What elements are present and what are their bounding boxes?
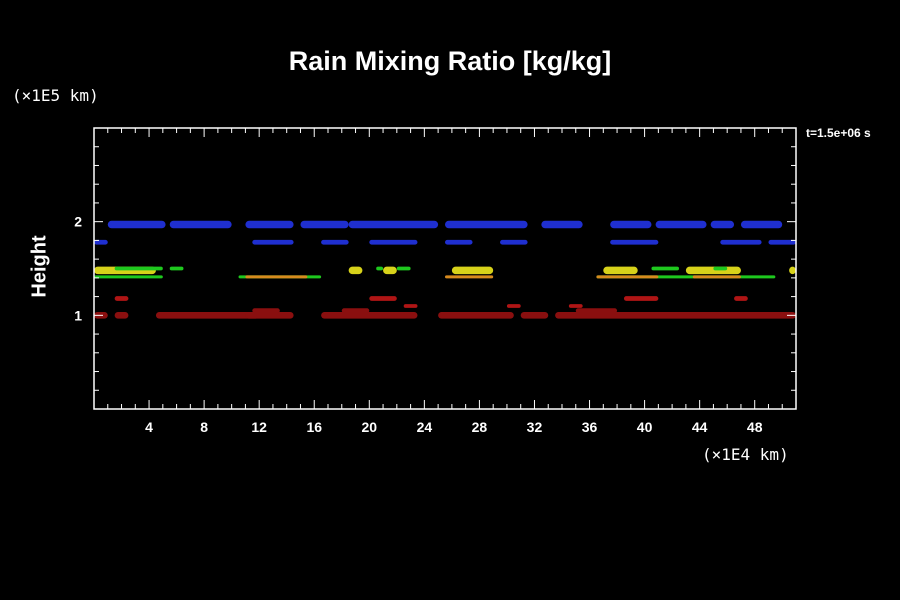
band-segment-red — [369, 296, 397, 301]
band-segment-yellow — [789, 266, 796, 275]
y-tick-label: 1 — [74, 307, 82, 323]
band-segment-blue — [740, 220, 783, 229]
band-segment-blue — [500, 239, 528, 245]
band-segment-dark_red — [245, 312, 294, 319]
band-segment-blue — [541, 220, 583, 229]
band-segment-orange — [596, 275, 659, 279]
x-tick-label: 8 — [200, 419, 208, 435]
band-segment-dark_red — [520, 312, 549, 319]
band-segment-yellow — [383, 266, 397, 275]
band-segment-orange — [445, 275, 494, 279]
band-segment-yellow — [685, 266, 741, 275]
band-segment-green — [94, 275, 163, 279]
x-tick-label: 16 — [306, 419, 322, 435]
band-segment-red — [568, 304, 583, 308]
band-segment-dark_red — [438, 312, 514, 319]
band-segment-dark_red — [575, 308, 618, 313]
x-tick-label: 20 — [362, 419, 378, 435]
band-segment-blue — [768, 239, 796, 245]
band-segment-yellow — [603, 266, 638, 275]
y-axis-unit: (×1E5 km) — [12, 86, 99, 105]
band-segment-blue — [348, 220, 439, 229]
band-segment-blue — [94, 239, 108, 245]
band-segment-red — [403, 304, 418, 308]
x-axis-unit: (×1E4 km) — [702, 445, 789, 464]
band-segment-dark_red — [252, 308, 280, 313]
data-layer — [94, 220, 796, 319]
band-segment-dark_red — [114, 312, 129, 319]
x-tick-label: 28 — [472, 419, 488, 435]
band-segment-orange — [245, 275, 308, 279]
band-segment-blue — [245, 220, 294, 229]
band-segment-dark_red — [321, 312, 418, 319]
x-tick-label: 44 — [692, 419, 708, 435]
band-segment-blue — [655, 220, 707, 229]
band-segment-blue — [445, 239, 473, 245]
band-segment-blue — [169, 220, 232, 229]
band-segment-blue — [710, 220, 735, 229]
band-segment-dark_red — [555, 312, 796, 319]
axis-ticks — [94, 128, 796, 409]
band-segment-blue — [107, 220, 166, 229]
band-segment-green — [396, 266, 411, 271]
x-tick-label: 24 — [417, 419, 433, 435]
band-segment-green — [713, 266, 728, 271]
x-tick-label: 32 — [527, 419, 543, 435]
band-segment-orange — [692, 275, 741, 279]
band-segment-dark_red — [341, 308, 370, 313]
band-segment-green — [169, 266, 184, 271]
band-segment-green — [114, 266, 163, 271]
band-segment-blue — [610, 239, 659, 245]
band-segment-red — [734, 296, 748, 301]
plot-frame — [93, 127, 797, 410]
band-segment-green — [376, 266, 384, 271]
x-tick-label: 36 — [582, 419, 598, 435]
chart-title: Rain Mixing Ratio [kg/kg] — [288, 46, 612, 76]
timestamp-label: t=1.5e+06 s — [806, 126, 871, 140]
band-segment-red — [114, 296, 129, 301]
x-tick-label: 12 — [251, 419, 267, 435]
y-tick-label: 2 — [74, 214, 82, 230]
band-segment-yellow — [348, 266, 363, 275]
band-segment-blue — [610, 220, 652, 229]
band-segment-dark_red — [155, 312, 260, 319]
x-tick-label: 48 — [747, 419, 763, 435]
band-segment-green — [651, 266, 679, 271]
x-tick-label: 4 — [145, 419, 153, 435]
band-segment-yellow — [451, 266, 494, 275]
band-segment-blue — [720, 239, 762, 245]
band-segment-blue — [300, 220, 349, 229]
band-segment-blue — [321, 239, 349, 245]
band-segment-blue — [445, 220, 528, 229]
x-tick-label: 40 — [637, 419, 653, 435]
band-segment-blue — [252, 239, 294, 245]
band-segment-blue — [369, 239, 418, 245]
band-segment-red — [623, 296, 659, 301]
band-segment-red — [506, 304, 521, 308]
